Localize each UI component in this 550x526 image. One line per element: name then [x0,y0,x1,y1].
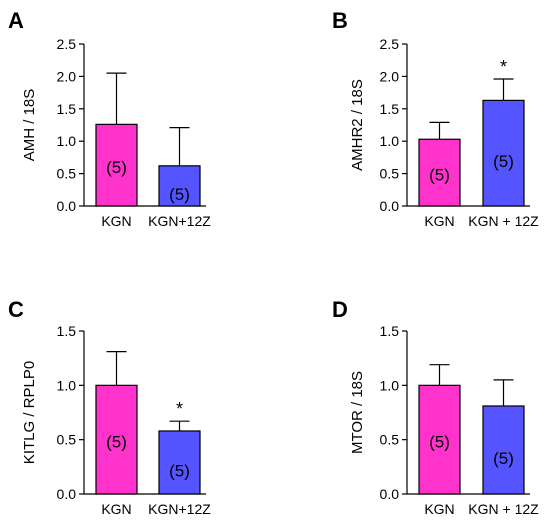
bar-kgn-12z [158,430,201,495]
x-tick-label: KGN [101,213,131,229]
y-tick-label: 1.0 [57,133,77,149]
y-tick-label: 1.0 [380,377,400,393]
x-tick-label: KGN [424,213,454,229]
y-tick-label: 0.0 [380,486,400,502]
y-tick-label: 0.5 [57,432,77,448]
bar-kgn-12z [482,99,525,207]
y-tick-label: 2.0 [57,68,77,84]
significance-marker: * [176,399,183,419]
x-tick-label: KGN + 12Z [468,501,539,517]
x-tick-label: KGN+12Z [148,213,211,229]
y-axis-label: KITLG / RPLP0 [21,361,38,464]
n-label: (5) [169,461,190,480]
bar-kgn-12z [158,165,201,207]
x-tick-label: KGN+12Z [148,501,211,517]
bar-kgn [95,384,138,495]
y-tick-label: 0.5 [380,166,400,182]
bar-kgn [418,384,461,495]
panel-letter: B [332,8,348,33]
y-tick-label: 0.0 [57,486,77,502]
y-tick-label: 1.5 [57,323,77,339]
y-tick-label: 2.5 [380,36,400,52]
y-tick-label: 2.0 [380,68,400,84]
panel-letter: C [8,297,24,322]
y-axis-label: MTOR / 18S [349,371,366,454]
panel-b: B 0.0 0.5 1.0 1.5 2.0 2.5 AMHR2 / 18S (5) KGN (5) *… [332,8,539,229]
panel-letter: A [8,8,24,33]
bar-kgn [95,123,138,207]
panel-d: D 0.0 0.5 1.0 1.5 MTOR / 18S (5) KGN (5) KGN + 12… [332,297,539,517]
n-label: (5) [429,433,450,452]
y-tick-label: 0.5 [57,166,77,182]
n-label: (5) [106,433,127,452]
bar-kgn-12z [482,405,525,495]
y-tick-label: 2.5 [57,36,77,52]
y-tick-label: 1.5 [380,323,400,339]
panel-a: A 0.0 0.5 1.0 1.5 2.0 2.5 AMH / 18S (5) KGN (5) KGN… [8,8,211,229]
y-axis-label: AMHR2 / 18S [349,79,366,171]
bar-kgn [418,138,461,207]
y-tick-label: 1.0 [57,377,77,393]
significance-marker: * [500,57,507,77]
n-label: (5) [106,158,127,177]
y-tick-label: 0.0 [57,198,77,214]
n-label: (5) [493,449,514,468]
n-label: (5) [169,185,190,204]
y-tick-label: 1.5 [57,101,77,117]
n-label: (5) [429,166,450,185]
y-tick-label: 1.5 [380,101,400,117]
y-axis-label: AMH / 18S [21,89,38,162]
y-tick-label: 0.5 [380,432,400,448]
y-tick-label: 0.0 [380,198,400,214]
panel-c: C 0.0 0.5 1.0 1.5 KITLG / RPLP0 (5) KGN (5) * KGN+… [8,297,211,517]
x-tick-label: KGN + 12Z [468,213,539,229]
y-tick-label: 1.0 [380,133,400,149]
n-label: (5) [493,152,514,171]
x-tick-label: KGN [101,501,131,517]
panel-letter: D [332,297,348,322]
x-tick-label: KGN [424,501,454,517]
